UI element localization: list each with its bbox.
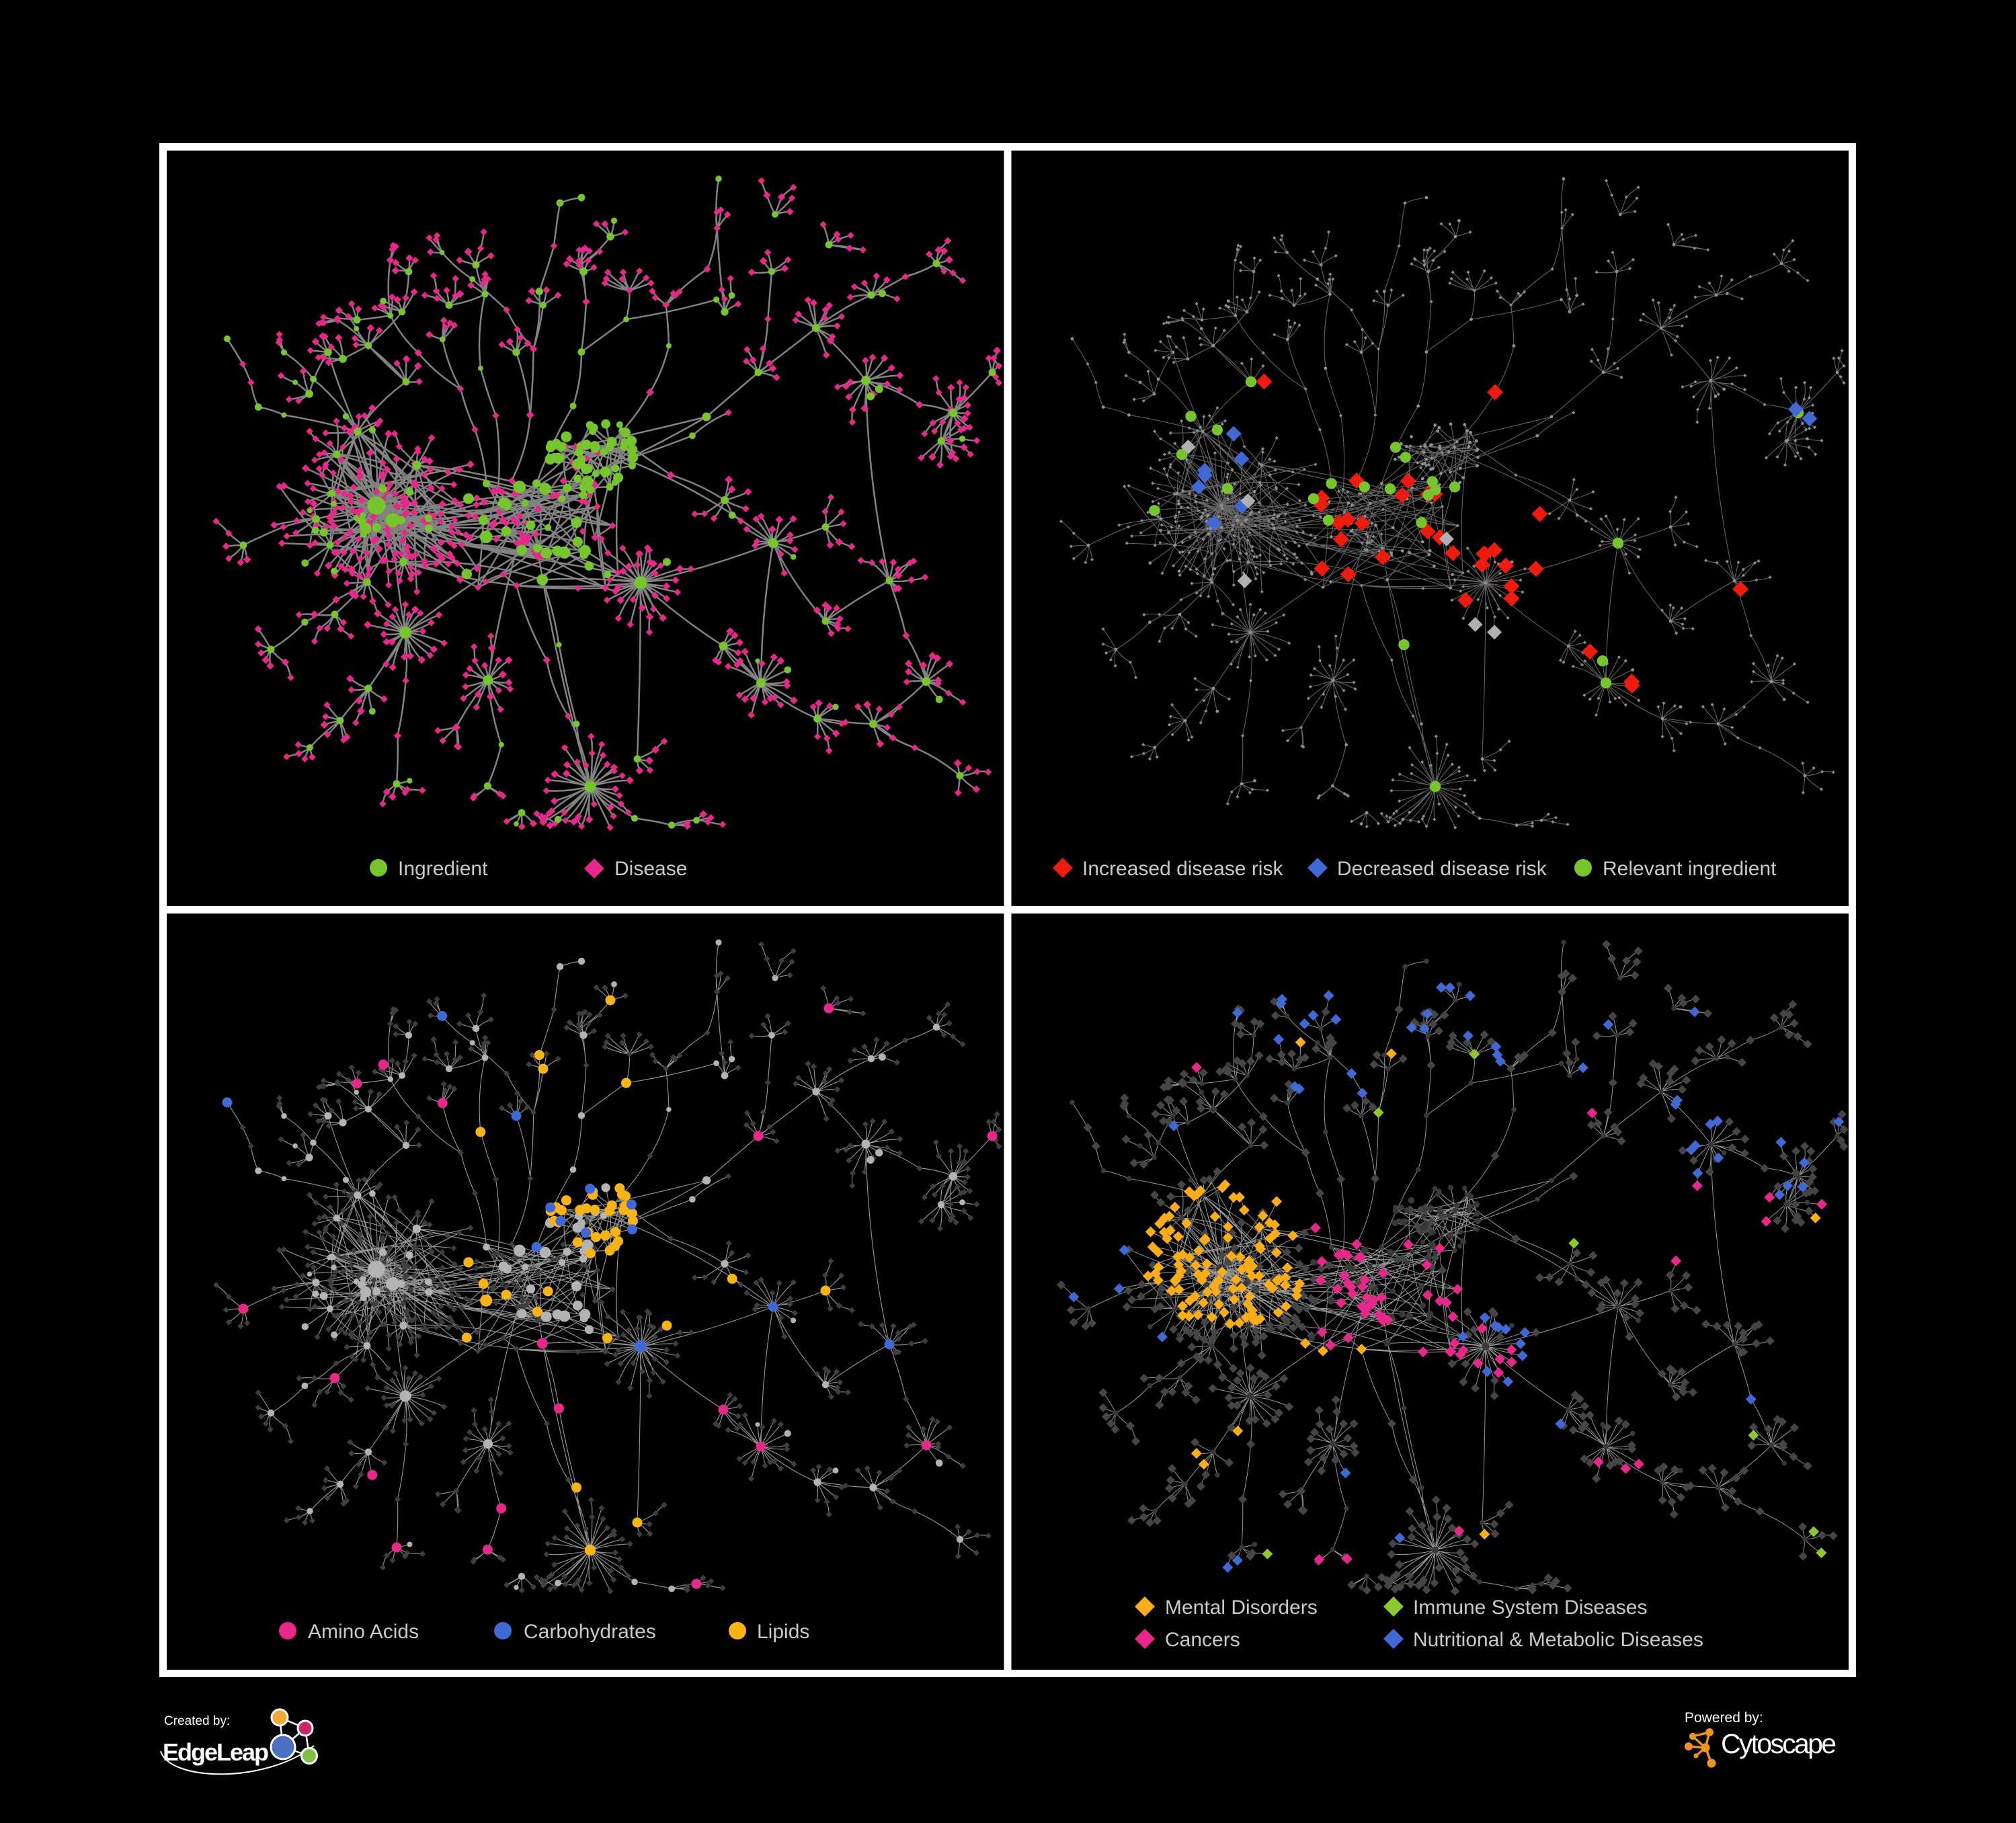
svg-text:Powered by:: Powered by: <box>1685 1710 1763 1726</box>
svg-text:Mental Disorders: Mental Disorders <box>1165 1596 1318 1619</box>
svg-text:Lipids: Lipids <box>757 1621 809 1643</box>
svg-text:Increased disease risk: Increased disease risk <box>1082 858 1283 880</box>
svg-text:Created by:: Created by: <box>164 1714 230 1728</box>
svg-text:Nutritional & Metabolic Diseas: Nutritional & Metabolic Diseases <box>1413 1629 1703 1651</box>
svg-text:Decreased disease risk: Decreased disease risk <box>1337 858 1547 880</box>
svg-text:Cytoscape: Cytoscape <box>1721 1728 1837 1759</box>
svg-text:Ingredient: Ingredient <box>398 858 488 880</box>
svg-text:EdgeLeap: EdgeLeap <box>163 1738 269 1766</box>
svg-text:Cancers: Cancers <box>1165 1629 1240 1651</box>
svg-text:Amino Acids: Amino Acids <box>308 1621 419 1643</box>
svg-text:Disease: Disease <box>614 858 687 880</box>
svg-text:Relevant ingredient: Relevant ingredient <box>1603 858 1777 880</box>
svg-text:Immune System Diseases: Immune System Diseases <box>1413 1596 1647 1619</box>
svg-text:Carbohydrates: Carbohydrates <box>524 1621 656 1643</box>
